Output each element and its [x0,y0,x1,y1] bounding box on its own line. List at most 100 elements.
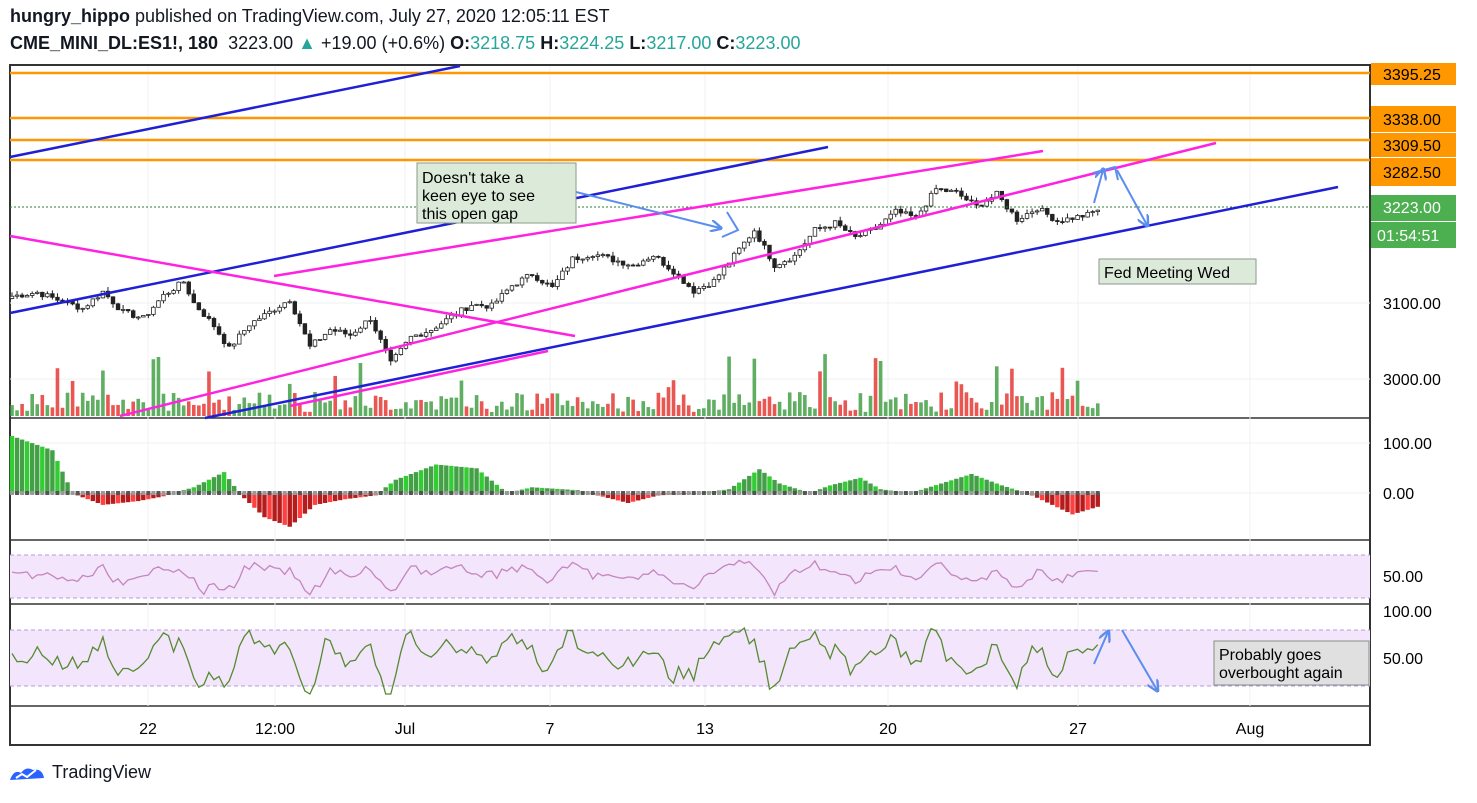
candle-body [252,320,257,327]
volume-bar [444,398,449,416]
osc-zero-dot [843,491,848,495]
osc-zero-dot [25,491,30,495]
osc-zero-dot [10,491,14,495]
candle-body [282,302,287,308]
volume-bar [570,406,575,416]
osc-zero-dot [681,491,686,495]
candle-body [570,256,575,269]
magenta-line-3[interactable] [119,141,1217,418]
osc-bar [45,448,50,494]
volume-bar [979,408,984,416]
volume-bar [25,410,29,416]
volume-bar [818,371,822,416]
candle-body [312,339,318,347]
magenta-line-1[interactable] [9,234,576,338]
fed-note-box[interactable] [1098,258,1257,285]
magenta-line-4[interactable] [289,349,549,408]
osc-zero-dot [378,491,383,495]
osc-zero-dot [176,491,181,495]
candle-body [782,261,787,266]
stoch-arrow-down[interactable] [1121,629,1157,690]
tradingview-brand[interactable]: TradingView [8,762,151,783]
osc-bar [338,493,343,501]
osc-bar [383,487,388,494]
volume-bar [580,401,585,416]
volume-bar [35,404,40,416]
candle-body [590,256,595,258]
volume-bar [1050,392,1055,416]
osc-zero-dot [580,491,585,495]
volume-bar [101,370,105,416]
gap-note-box[interactable] [416,162,577,224]
osc-zero-dot [65,491,70,495]
osc-zero-dot [282,491,287,495]
gap-note-line-1: Doesn't take a [422,170,524,187]
volume-bar [1030,410,1034,416]
osc-bar [282,493,287,525]
candle-body [277,306,282,312]
osc-bar [747,475,752,494]
osc-zero-dot [373,491,378,495]
osc-bar [620,493,626,502]
blue-trendline-2[interactable] [9,145,829,315]
osc-bar [742,479,747,494]
volume-bar [808,407,812,416]
osc-bar [151,493,156,499]
gap-arrow[interactable] [559,187,720,228]
volume-bar [30,393,34,416]
candle-body [535,275,540,281]
candle-body [449,314,454,320]
stoch-arrow-up[interactable] [1093,632,1108,665]
volume-bar [899,409,903,416]
osc-zero-dot [878,491,883,495]
osc-bar [252,493,257,508]
osc-zero-dot [853,491,858,495]
osc-bar [206,479,212,494]
author-name[interactable]: hungry_hippo [10,6,130,26]
osc-zero-dot [676,491,681,495]
projection-arrow-up[interactable] [1093,170,1103,204]
gap-note-line-3: this open gap [422,206,518,223]
osc-zero-dot [686,491,691,495]
osc-zero-dot [1085,491,1090,495]
volume-bar [252,403,257,416]
volume-bar [454,397,459,416]
osc-zero-dot [141,491,146,495]
candle-body [545,282,550,285]
projection-arrow-down[interactable] [1116,169,1147,225]
candle-body [939,188,944,191]
osc-zero-dot [131,491,136,495]
volume-bar [1075,380,1080,416]
overbought-note-line-1: Probably goes [1219,647,1321,664]
osc-zero-dot [333,491,338,495]
osc-zero-dot [969,491,974,495]
candle-body [903,211,909,214]
osc-bar [853,479,858,494]
osc-zero-dot [944,491,949,495]
candle-body [186,281,191,295]
candle-body [797,249,802,256]
osc-bar [959,477,964,494]
overbought-note-box[interactable] [1213,640,1370,686]
blue-trendline-1[interactable] [9,64,461,159]
candle-body [216,326,222,335]
candle-body [933,188,939,194]
volume-bar [863,411,868,416]
osc-bar [80,493,85,498]
volume-bar [621,411,625,416]
osc-zero-dot [959,491,964,495]
osc-bar [524,488,530,494]
osc-zero-dot [393,491,398,495]
osc-bar [615,493,621,501]
candle-body [1040,208,1045,212]
volume-bar [717,409,721,416]
volume-bar [823,354,827,416]
volume-bar [353,396,358,416]
osc-zero-dot [1004,491,1009,495]
candle-body [1034,210,1040,213]
osc-zero-dot [691,491,696,495]
osc-zero-dot [954,491,959,495]
candle-body [923,205,929,212]
candle-body [888,213,893,220]
